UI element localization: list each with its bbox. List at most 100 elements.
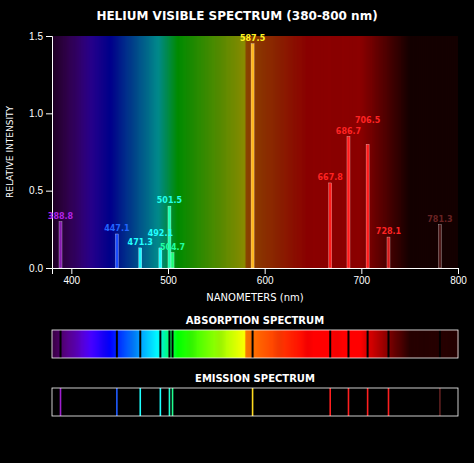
spectrum-band xyxy=(54,330,56,358)
spectrum-band xyxy=(200,36,202,268)
spectrum-band xyxy=(226,36,228,268)
spectrum-band xyxy=(438,330,440,358)
spectrum-band xyxy=(236,36,238,268)
spectrum-band xyxy=(107,36,109,268)
x-tick-label: 800 xyxy=(450,275,467,286)
spectrum-band xyxy=(299,330,301,358)
spectrum-band xyxy=(142,36,144,268)
spectrum-band xyxy=(186,36,188,268)
bar xyxy=(329,183,332,268)
spectrum-band xyxy=(380,330,382,358)
spectrum-band xyxy=(218,330,220,358)
spectrum-band xyxy=(298,36,300,268)
spectrum-band xyxy=(195,330,197,358)
spectrum-band xyxy=(60,36,62,268)
spectrum-band xyxy=(163,330,165,358)
x-tick-label: 700 xyxy=(353,275,370,286)
spectrum-band xyxy=(103,330,105,358)
spectrum-band xyxy=(233,36,235,268)
absorption-line xyxy=(139,330,141,358)
spectrum-band xyxy=(224,330,226,358)
spectrum-band xyxy=(410,330,412,358)
spectrum-band xyxy=(199,36,201,268)
spectrum-band xyxy=(182,330,184,358)
spectrum-band xyxy=(211,36,213,268)
absorption-line xyxy=(367,330,369,358)
spectrum-band xyxy=(154,330,156,358)
spectrum-band xyxy=(196,330,198,358)
spectrum-band xyxy=(257,330,259,358)
spectrum-band xyxy=(68,330,70,358)
spectrum-band xyxy=(161,330,163,358)
spectrum-band xyxy=(134,330,136,358)
line-label: 447.1 xyxy=(104,224,130,233)
spectrum-band xyxy=(79,330,81,358)
spectrum-band xyxy=(299,330,301,358)
spectrum-band xyxy=(64,330,66,358)
spectrum-band xyxy=(234,36,236,268)
absorption-strip xyxy=(52,330,459,358)
spectrum-band xyxy=(76,36,78,268)
spectrum-band xyxy=(125,36,127,268)
spectrum-background xyxy=(52,36,458,268)
spectrum-band xyxy=(141,36,143,268)
spectrum-band xyxy=(130,36,132,268)
strip-frame xyxy=(52,330,458,358)
spectrum-band xyxy=(106,36,108,268)
spectrum-band xyxy=(256,330,258,358)
spectrum-band xyxy=(372,36,374,268)
spectrum-band xyxy=(364,330,366,358)
y-tick-mark xyxy=(46,113,52,114)
spectrum-band xyxy=(183,36,185,268)
spectrum-band xyxy=(411,330,413,358)
spectrum-band xyxy=(319,330,321,358)
spectrum-band xyxy=(242,36,244,268)
spectrum-band xyxy=(395,330,397,358)
spectrum-band xyxy=(108,36,110,268)
spectrum-band xyxy=(343,36,345,268)
spectrum-band xyxy=(303,36,305,268)
spectrum-band xyxy=(188,330,190,358)
spectrum-band xyxy=(246,330,248,358)
spectrum-band xyxy=(255,330,257,358)
spectrum-band xyxy=(284,36,286,268)
spectrum-band xyxy=(387,330,389,358)
spectrum-band xyxy=(347,330,349,358)
spectrum-band xyxy=(85,330,87,358)
spectrum-band xyxy=(409,36,411,268)
emission-line xyxy=(439,388,441,416)
spectrum-band xyxy=(311,36,313,268)
spectrum-band xyxy=(177,330,179,358)
spectrum-band xyxy=(140,36,142,268)
spectrum-band xyxy=(352,330,354,358)
spectrum-band xyxy=(141,330,143,358)
spectrum-band xyxy=(439,330,441,358)
spectrum-band xyxy=(359,330,361,358)
spectrum-band xyxy=(189,330,191,358)
spectrum-band xyxy=(324,330,326,358)
spectrum-band xyxy=(307,330,309,358)
spectrum-band xyxy=(207,36,209,268)
spectrum-band xyxy=(258,330,260,358)
spectrum-band xyxy=(450,36,452,268)
spectrum-band xyxy=(424,36,426,268)
spectrum-band xyxy=(444,36,446,268)
spectrum-band xyxy=(200,330,202,358)
spectrum-band xyxy=(341,330,343,358)
spectrum-band xyxy=(241,330,243,358)
spectrum-band xyxy=(275,36,277,268)
spectrum-band xyxy=(119,36,121,268)
spectrum-band xyxy=(108,330,110,358)
spectrum-band xyxy=(168,330,170,358)
spectrum-band xyxy=(342,36,344,268)
spectrum-band xyxy=(367,330,369,358)
spectrum-band xyxy=(171,330,173,358)
title: HELIUM VISIBLE SPECTRUM (380-800 nm) xyxy=(96,9,377,23)
spectrum-band xyxy=(106,330,108,358)
spectrum-band xyxy=(191,36,193,268)
spectrum-band xyxy=(374,330,376,358)
spectrum-band xyxy=(145,36,147,268)
spectrum-band xyxy=(71,330,73,358)
x-tick: 700 xyxy=(353,268,370,286)
spectrum-band xyxy=(101,36,103,268)
